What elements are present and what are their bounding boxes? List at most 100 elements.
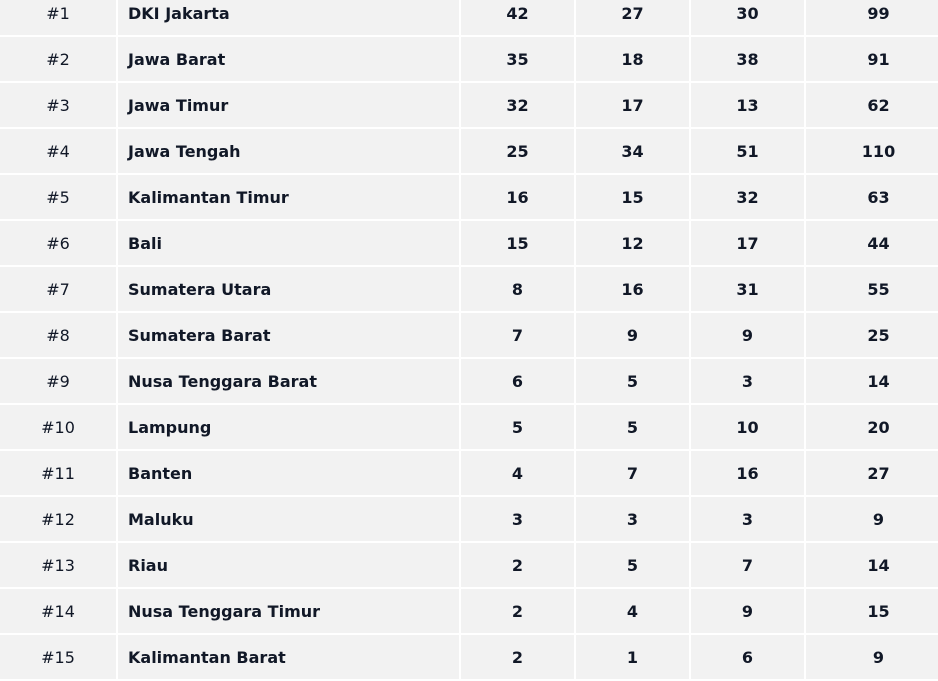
total-cell: 62 — [805, 82, 938, 129]
table-row: #9 Nusa Tenggara Barat 6 5 3 14 — [0, 358, 938, 405]
value-cell-1: 2 — [460, 634, 576, 681]
total-cell: 15 — [805, 588, 938, 635]
value-cell-3: 51 — [690, 128, 806, 175]
value-cell-1: 7 — [460, 312, 576, 359]
total-cell: 9 — [805, 496, 938, 543]
rank-cell: #14 — [0, 588, 118, 635]
value-cell-3: 17 — [690, 220, 806, 267]
value-cell-1: 4 — [460, 450, 576, 497]
value-cell-2: 27 — [575, 0, 691, 37]
province-name-cell: Lampung — [117, 404, 461, 451]
value-cell-1: 15 — [460, 220, 576, 267]
province-name-cell: Sumatera Barat — [117, 312, 461, 359]
table-row: #6 Bali 15 12 17 44 — [0, 220, 938, 267]
value-cell-2: 5 — [575, 404, 691, 451]
total-cell: 14 — [805, 358, 938, 405]
value-cell-2: 16 — [575, 266, 691, 313]
total-cell: 55 — [805, 266, 938, 313]
rank-cell: #2 — [0, 36, 118, 83]
value-cell-2: 18 — [575, 36, 691, 83]
value-cell-3: 30 — [690, 0, 806, 37]
table-row: #11 Banten 4 7 16 27 — [0, 450, 938, 497]
value-cell-3: 38 — [690, 36, 806, 83]
value-cell-2: 15 — [575, 174, 691, 221]
value-cell-3: 7 — [690, 542, 806, 589]
total-cell: 25 — [805, 312, 938, 359]
total-cell: 91 — [805, 36, 938, 83]
value-cell-3: 16 — [690, 450, 806, 497]
rank-cell: #4 — [0, 128, 118, 175]
table-row: #10 Lampung 5 5 10 20 — [0, 404, 938, 451]
value-cell-2: 12 — [575, 220, 691, 267]
value-cell-2: 9 — [575, 312, 691, 359]
province-name-cell: Kalimantan Timur — [117, 174, 461, 221]
total-cell: 44 — [805, 220, 938, 267]
value-cell-1: 16 — [460, 174, 576, 221]
value-cell-3: 31 — [690, 266, 806, 313]
value-cell-2: 1 — [575, 634, 691, 681]
province-name-cell: Jawa Timur — [117, 82, 461, 129]
value-cell-3: 13 — [690, 82, 806, 129]
rank-cell: #10 — [0, 404, 118, 451]
value-cell-1: 42 — [460, 0, 576, 37]
province-name-cell: Nusa Tenggara Timur — [117, 588, 461, 635]
rank-cell: #6 — [0, 220, 118, 267]
value-cell-3: 10 — [690, 404, 806, 451]
value-cell-1: 3 — [460, 496, 576, 543]
value-cell-3: 3 — [690, 358, 806, 405]
value-cell-2: 5 — [575, 358, 691, 405]
value-cell-2: 4 — [575, 588, 691, 635]
total-cell: 63 — [805, 174, 938, 221]
province-name-cell: Maluku — [117, 496, 461, 543]
rank-cell: #12 — [0, 496, 118, 543]
rank-cell: #7 — [0, 266, 118, 313]
total-cell: 9 — [805, 634, 938, 681]
rank-cell: #1 — [0, 0, 118, 37]
table-row: #15 Kalimantan Barat 2 1 6 9 — [0, 634, 938, 681]
table-row: #5 Kalimantan Timur 16 15 32 63 — [0, 174, 938, 221]
province-name-cell: Sumatera Utara — [117, 266, 461, 313]
table-row: #1 DKI Jakarta 42 27 30 99 — [0, 0, 938, 37]
value-cell-1: 5 — [460, 404, 576, 451]
value-cell-1: 2 — [460, 588, 576, 635]
table-row: #12 Maluku 3 3 3 9 — [0, 496, 938, 543]
table-row: #8 Sumatera Barat 7 9 9 25 — [0, 312, 938, 359]
rank-cell: #13 — [0, 542, 118, 589]
value-cell-2: 7 — [575, 450, 691, 497]
province-name-cell: Jawa Tengah — [117, 128, 461, 175]
table-row: #3 Jawa Timur 32 17 13 62 — [0, 82, 938, 129]
province-name-cell: Banten — [117, 450, 461, 497]
table-row: #14 Nusa Tenggara Timur 2 4 9 15 — [0, 588, 938, 635]
total-cell: 110 — [805, 128, 938, 175]
value-cell-1: 6 — [460, 358, 576, 405]
province-name-cell: Kalimantan Barat — [117, 634, 461, 681]
table-row: #2 Jawa Barat 35 18 38 91 — [0, 36, 938, 83]
value-cell-3: 9 — [690, 588, 806, 635]
total-cell: 20 — [805, 404, 938, 451]
value-cell-3: 3 — [690, 496, 806, 543]
rank-cell: #11 — [0, 450, 118, 497]
value-cell-2: 34 — [575, 128, 691, 175]
rank-cell: #5 — [0, 174, 118, 221]
value-cell-2: 17 — [575, 82, 691, 129]
value-cell-2: 5 — [575, 542, 691, 589]
value-cell-1: 32 — [460, 82, 576, 129]
province-name-cell: Nusa Tenggara Barat — [117, 358, 461, 405]
rank-cell: #3 — [0, 82, 118, 129]
province-name-cell: Jawa Barat — [117, 36, 461, 83]
value-cell-3: 32 — [690, 174, 806, 221]
province-name-cell: Riau — [117, 542, 461, 589]
value-cell-2: 3 — [575, 496, 691, 543]
total-cell: 27 — [805, 450, 938, 497]
value-cell-3: 6 — [690, 634, 806, 681]
table-row: #4 Jawa Tengah 25 34 51 110 — [0, 128, 938, 175]
province-name-cell: Bali — [117, 220, 461, 267]
rank-cell: #8 — [0, 312, 118, 359]
total-cell: 99 — [805, 0, 938, 37]
table-row: #13 Riau 2 5 7 14 — [0, 542, 938, 589]
value-cell-1: 25 — [460, 128, 576, 175]
table-row: #7 Sumatera Utara 8 16 31 55 — [0, 266, 938, 313]
value-cell-1: 35 — [460, 36, 576, 83]
